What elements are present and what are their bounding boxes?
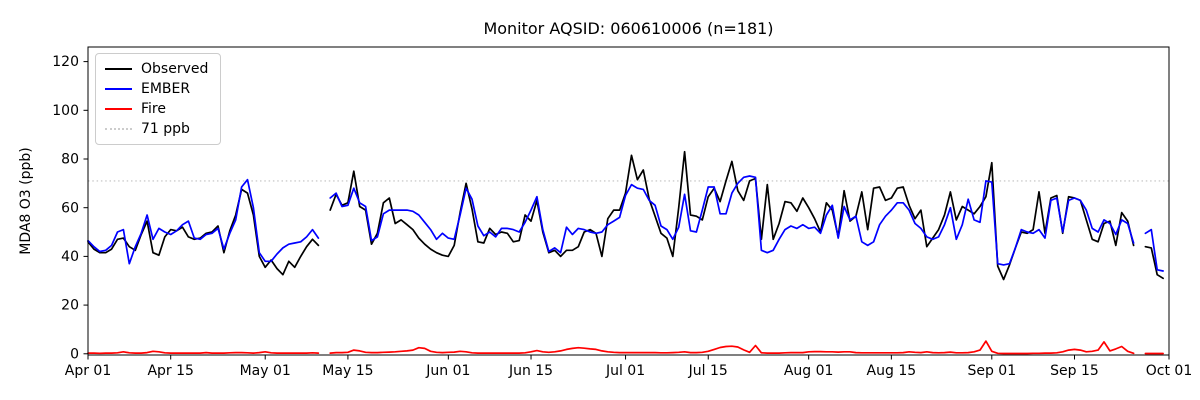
legend-label-observed: Observed (141, 61, 209, 77)
y-tick-label: 100 (52, 103, 79, 119)
x-tick-label: Aug 01 (784, 363, 834, 379)
y-tick-label: 60 (61, 200, 79, 216)
y-tick-label: 40 (61, 249, 79, 265)
legend-item-observed: Observed (105, 61, 208, 77)
fire-line-swatch (105, 108, 132, 110)
legend-box: Observed EMBER Fire 71 ppb (95, 53, 222, 145)
y-tick-label: 0 (70, 346, 79, 362)
x-tick-label: Sep 01 (967, 363, 1016, 379)
reference-line-swatch (105, 128, 132, 130)
x-tick-label: Jun 01 (425, 363, 470, 379)
fire-line (87, 350, 320, 355)
x-tick-label: May 15 (322, 363, 373, 379)
x-tick-label: Jul 15 (688, 363, 728, 379)
legend-item-71ppb: 71 ppb (105, 121, 208, 137)
ember-line-swatch (105, 88, 132, 90)
legend-label-71ppb: 71 ppb (141, 121, 190, 137)
x-tick-label: Oct 01 (1146, 363, 1192, 379)
x-tick-label: Sep 15 (1050, 363, 1099, 379)
observed-line (1144, 245, 1164, 280)
ember-line (87, 178, 320, 265)
x-tick-label: Apr 01 (65, 363, 111, 379)
chart-title: Monitor AQSID: 060610006 (n=181) (483, 19, 774, 38)
x-tick-label: Apr 15 (147, 363, 193, 379)
ember-line (329, 175, 1135, 266)
y-tick-label: 120 (52, 54, 79, 70)
legend-label-fire: Fire (141, 101, 166, 117)
x-tick-label: May 01 (240, 363, 291, 379)
legend-item-ember: EMBER (105, 81, 208, 97)
ember-line (1144, 228, 1164, 272)
observed-line (329, 150, 1135, 281)
plot-border (87, 46, 1170, 356)
x-tick-label: Aug 15 (867, 363, 917, 379)
y-tick-label: 20 (61, 298, 79, 314)
y-tick-label: 80 (61, 152, 79, 168)
x-tick-label: Jun 15 (508, 363, 553, 379)
legend-label-ember: EMBER (141, 81, 191, 97)
observed-line (87, 188, 320, 276)
y-axis-label: MDA8 O3 (ppb) (18, 147, 34, 255)
observed-line-swatch (105, 68, 132, 70)
x-tick-label: Jul 01 (605, 363, 645, 379)
fire-line (329, 340, 1135, 355)
legend-item-fire: Fire (105, 101, 208, 117)
